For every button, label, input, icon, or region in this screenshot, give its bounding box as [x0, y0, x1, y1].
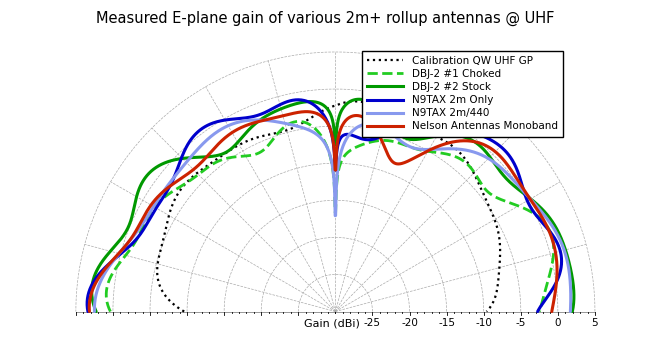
- Text: -10: -10: [475, 318, 492, 328]
- Text: -20: -20: [401, 318, 418, 328]
- Text: 0: 0: [554, 318, 561, 328]
- Text: -15: -15: [438, 318, 455, 328]
- Text: Measured E-plane gain of various 2m+ rollup antennas @ UHF: Measured E-plane gain of various 2m+ rol…: [96, 11, 554, 26]
- Text: 5: 5: [592, 318, 598, 328]
- Text: Gain (dBi): Gain (dBi): [304, 318, 359, 328]
- Text: -5: -5: [515, 318, 526, 328]
- Legend: Calibration QW UHF GP, DBJ-2 #1 Choked, DBJ-2 #2 Stock, N9TAX 2m Only, N9TAX 2m/: Calibration QW UHF GP, DBJ-2 #1 Choked, …: [361, 51, 563, 136]
- Text: -25: -25: [364, 318, 381, 328]
